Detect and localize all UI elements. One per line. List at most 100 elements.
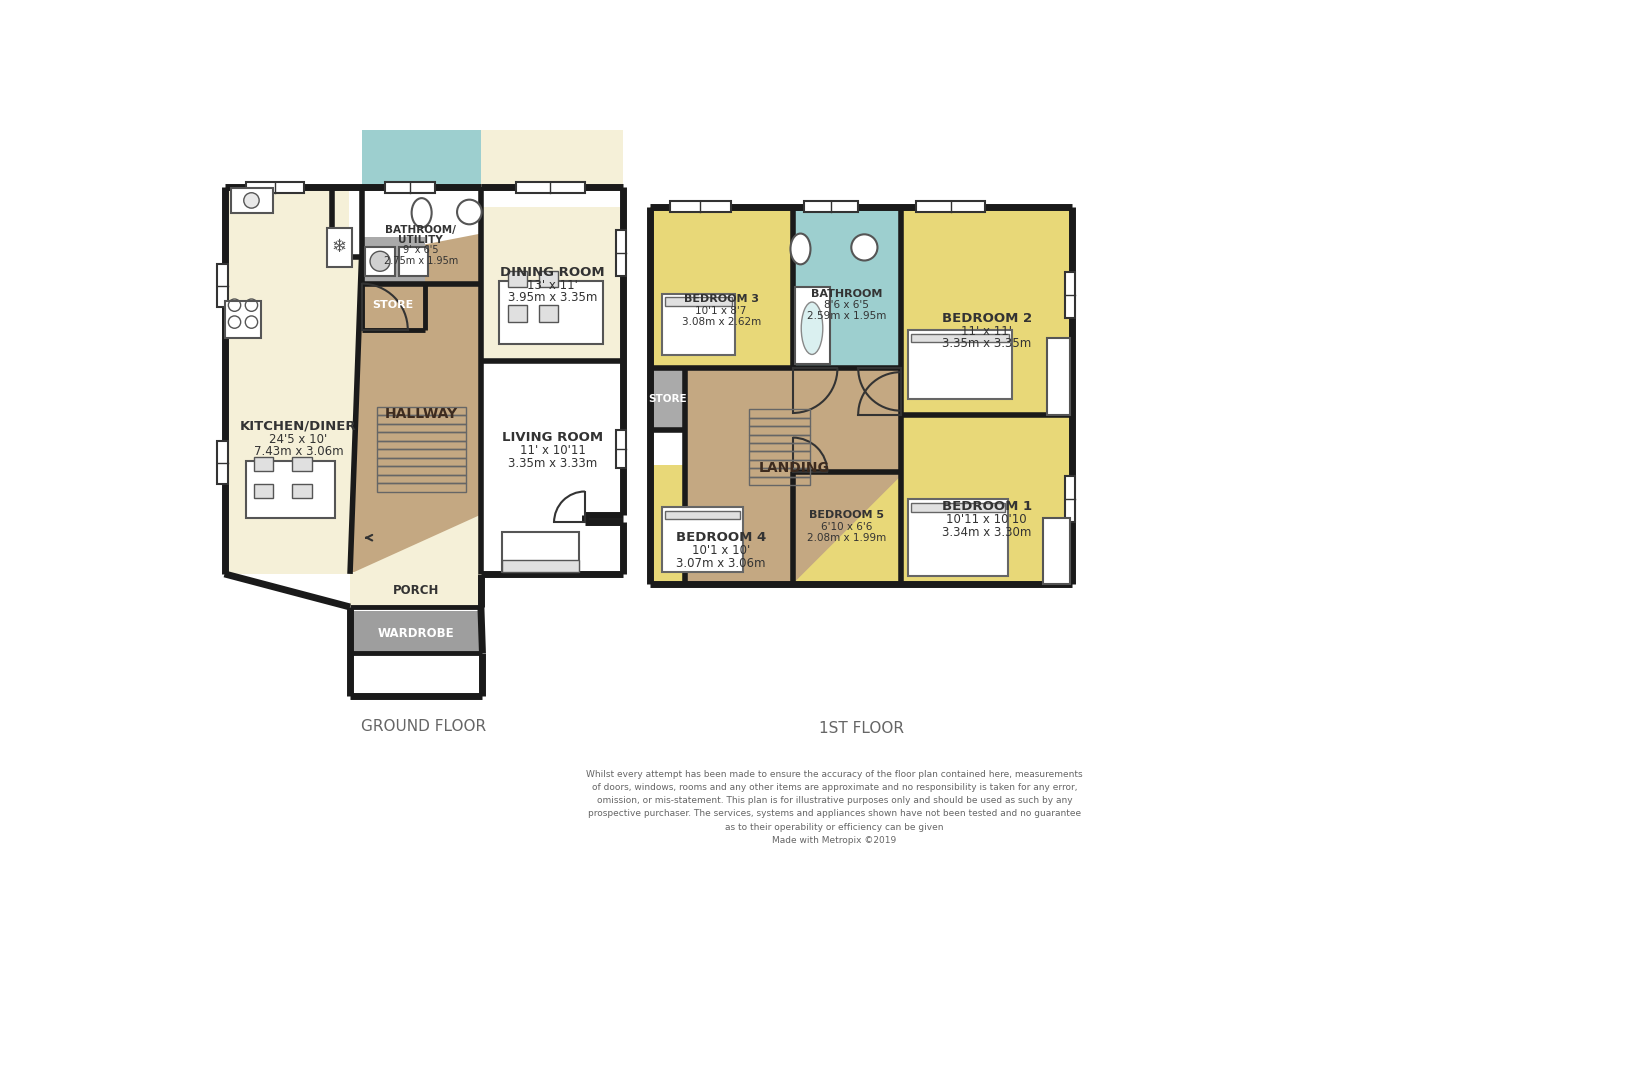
- Bar: [908, 499, 1008, 577]
- Bar: [254, 457, 274, 471]
- Bar: [384, 181, 435, 192]
- Text: WARDROBE: WARDROBE: [378, 627, 454, 640]
- Bar: [1065, 272, 1076, 319]
- Bar: [1047, 337, 1070, 415]
- Bar: [246, 461, 335, 518]
- Text: 3.95m x 3.35m: 3.95m x 3.35m: [508, 291, 597, 303]
- Circle shape: [370, 252, 391, 271]
- Ellipse shape: [801, 302, 822, 354]
- Text: 2.75m x 1.95m: 2.75m x 1.95m: [384, 256, 457, 266]
- Bar: [1044, 518, 1070, 584]
- Text: BEDROOM 1: BEDROOM 1: [941, 500, 1032, 513]
- Bar: [663, 507, 742, 572]
- Text: 3.35m x 3.33m: 3.35m x 3.33m: [508, 457, 597, 470]
- Ellipse shape: [791, 233, 811, 265]
- Bar: [1065, 476, 1076, 523]
- Bar: [749, 409, 811, 418]
- Text: BEDROOM 4: BEDROOM 4: [676, 531, 767, 544]
- Bar: [378, 432, 466, 441]
- Bar: [246, 181, 304, 192]
- Text: LIVING ROOM: LIVING ROOM: [501, 431, 602, 444]
- Bar: [378, 407, 466, 416]
- Bar: [508, 270, 527, 287]
- Text: 11' x 11': 11' x 11': [961, 325, 1013, 338]
- Bar: [912, 503, 1004, 512]
- Bar: [900, 206, 1073, 415]
- Text: 9' x 6'5: 9' x 6'5: [404, 245, 438, 256]
- Bar: [225, 257, 479, 573]
- Text: BEDROOM 3: BEDROOM 3: [684, 294, 759, 303]
- Text: BEDROOM 2: BEDROOM 2: [941, 312, 1032, 325]
- Bar: [539, 270, 558, 287]
- Text: ❄: ❄: [332, 239, 347, 256]
- Text: KITCHEN/DINER: KITCHEN/DINER: [239, 419, 357, 433]
- Text: HALLWAY: HALLWAY: [386, 407, 457, 421]
- Bar: [793, 464, 900, 584]
- Bar: [749, 418, 811, 426]
- Bar: [378, 449, 466, 458]
- Bar: [749, 477, 811, 485]
- Bar: [361, 238, 425, 284]
- Bar: [749, 460, 811, 469]
- Text: BEDROOM 5: BEDROOM 5: [809, 510, 884, 519]
- Bar: [378, 467, 466, 474]
- Text: 6'10 x 6'6: 6'10 x 6'6: [821, 522, 873, 532]
- Text: 10'1 x 10': 10'1 x 10': [692, 544, 751, 557]
- Bar: [350, 572, 482, 607]
- Bar: [749, 451, 811, 460]
- Bar: [749, 469, 811, 477]
- Text: 3.08m x 2.62m: 3.08m x 2.62m: [682, 318, 760, 327]
- Text: 11' x 10'11: 11' x 10'11: [519, 444, 586, 457]
- Bar: [254, 484, 274, 498]
- Text: 7.43m x 3.06m: 7.43m x 3.06m: [254, 445, 344, 458]
- Text: 24'5 x 10': 24'5 x 10': [269, 433, 327, 446]
- Bar: [663, 294, 734, 355]
- Bar: [912, 334, 1009, 342]
- Bar: [350, 611, 482, 653]
- Bar: [225, 187, 350, 257]
- Bar: [378, 483, 466, 491]
- Text: 2.08m x 1.99m: 2.08m x 1.99m: [807, 532, 886, 542]
- Bar: [217, 442, 228, 484]
- Bar: [516, 181, 584, 192]
- Bar: [378, 441, 466, 449]
- Bar: [365, 246, 394, 275]
- Bar: [664, 511, 739, 519]
- Polygon shape: [350, 233, 480, 573]
- Bar: [793, 206, 900, 368]
- Bar: [378, 474, 466, 483]
- Bar: [669, 201, 731, 212]
- Bar: [501, 532, 578, 572]
- Text: STORE: STORE: [373, 300, 414, 310]
- Text: STORE: STORE: [648, 394, 687, 404]
- Text: DINING ROOM: DINING ROOM: [500, 266, 606, 279]
- Text: 10'11 x 10'10: 10'11 x 10'10: [946, 513, 1027, 526]
- Bar: [917, 201, 985, 212]
- Text: 3.35m x 3.35m: 3.35m x 3.35m: [943, 337, 1032, 350]
- Bar: [327, 228, 352, 267]
- Text: 3.07m x 3.06m: 3.07m x 3.06m: [676, 556, 765, 569]
- Bar: [664, 297, 733, 306]
- Bar: [293, 457, 311, 471]
- Text: Whilst every attempt has been made to ensure the accuracy of the floor plan cont: Whilst every attempt has been made to en…: [586, 770, 1083, 845]
- Text: 3.34m x 3.30m: 3.34m x 3.30m: [943, 526, 1032, 539]
- Bar: [508, 306, 527, 322]
- Circle shape: [244, 192, 259, 208]
- Text: BATHROOM: BATHROOM: [811, 288, 882, 298]
- Bar: [908, 329, 1013, 400]
- Bar: [749, 443, 811, 451]
- Text: UTILITY: UTILITY: [399, 234, 443, 245]
- Bar: [361, 83, 480, 187]
- Bar: [749, 426, 811, 434]
- Polygon shape: [685, 368, 900, 584]
- Bar: [225, 300, 262, 337]
- Text: PORCH: PORCH: [392, 583, 440, 596]
- Bar: [749, 434, 811, 443]
- Bar: [615, 430, 627, 469]
- Ellipse shape: [412, 198, 431, 228]
- Bar: [378, 458, 466, 467]
- Bar: [804, 201, 858, 212]
- Bar: [378, 423, 466, 432]
- Bar: [794, 287, 830, 364]
- Text: BATHROOM/: BATHROOM/: [386, 225, 456, 234]
